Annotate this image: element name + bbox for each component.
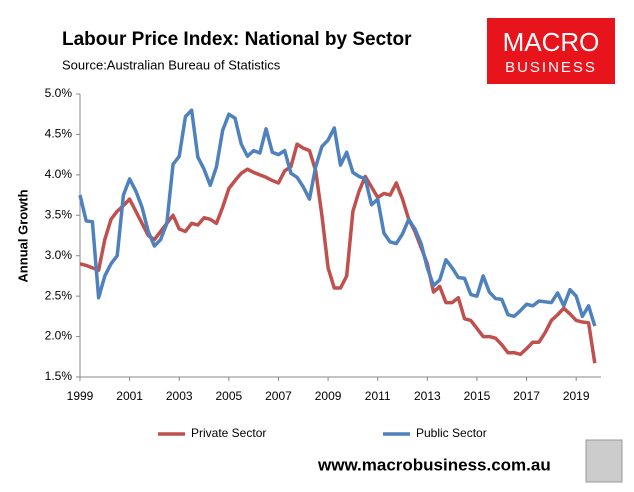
data-line: [78, 108, 597, 327]
y-tick-label: 2.5%: [45, 288, 73, 302]
y-tick-label: 5.0%: [45, 86, 73, 100]
x-tick-label: 1999: [67, 389, 94, 403]
x-tick-label: 2009: [315, 389, 342, 403]
y-tick-label: 3.0%: [45, 248, 73, 262]
y-tick-label: 1.5%: [45, 369, 73, 383]
x-tick-label: 2019: [563, 389, 590, 403]
chart-title: Labour Price Index: National by Sector: [62, 29, 412, 50]
x-tick-label: 2017: [513, 389, 540, 403]
y-tick-label: 4.5%: [45, 127, 73, 141]
data-line: [79, 142, 597, 364]
x-tick-label: 2007: [265, 389, 292, 403]
footer-url: www.macrobusiness.com.au: [317, 455, 551, 474]
y-tick-label: 4.0%: [45, 167, 73, 181]
logo-text: BUSINESS: [505, 59, 597, 76]
y-axis-label: Annual Growth: [15, 189, 30, 282]
wolf-icon: [585, 439, 623, 483]
legend-label: Private Sector: [191, 426, 266, 440]
y-tick-label: 2.0%: [45, 329, 73, 343]
y-tick-label: 3.5%: [45, 207, 73, 221]
x-tick-label: 2001: [116, 389, 143, 403]
x-tick-label: 2005: [216, 389, 243, 403]
legend-label: Public Sector: [416, 426, 487, 440]
x-tick-label: 2015: [464, 389, 491, 403]
logo-box: [487, 18, 615, 84]
logo-text: MACRO: [503, 27, 600, 57]
x-tick-label: 2011: [365, 389, 391, 403]
x-tick-label: 2013: [414, 389, 441, 403]
x-tick-label: 2003: [166, 389, 193, 403]
chart-subtitle: Source:Australian Bureau of Statistics: [62, 57, 281, 72]
